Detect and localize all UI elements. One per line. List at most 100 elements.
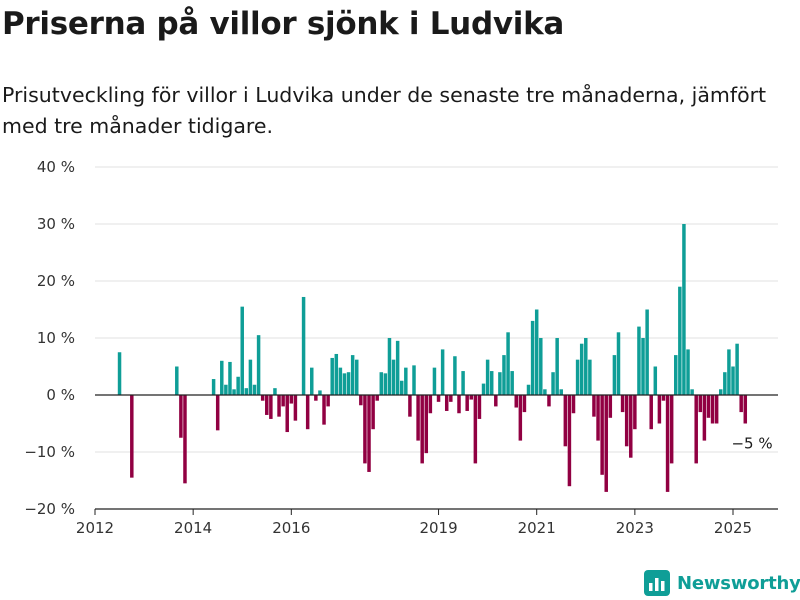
bar	[494, 395, 498, 407]
bar	[522, 395, 527, 413]
bar	[502, 355, 506, 395]
bar	[375, 395, 379, 401]
y-tick-label: 10 %	[37, 329, 75, 347]
bar	[575, 359, 580, 395]
bar	[420, 395, 424, 464]
bar	[281, 395, 285, 407]
bar	[416, 395, 420, 441]
bar	[252, 384, 257, 395]
chart-title: Priserna på villor sjönk i Ludvika	[2, 6, 564, 42]
bar	[674, 355, 678, 395]
bar	[318, 390, 322, 395]
bar	[555, 338, 559, 395]
bar	[698, 395, 703, 413]
x-tick-label: 2021	[518, 519, 556, 537]
bar	[551, 372, 555, 395]
bar	[682, 224, 686, 395]
bar	[424, 395, 429, 454]
bar	[739, 395, 743, 413]
bar	[706, 395, 711, 418]
bar	[534, 309, 539, 395]
bar	[260, 395, 265, 401]
bar	[657, 395, 662, 424]
bar	[641, 338, 645, 395]
bar	[723, 372, 727, 395]
y-tick-label: 20 %	[37, 272, 75, 290]
bar	[387, 338, 392, 395]
bar	[714, 395, 719, 424]
bar	[273, 388, 277, 395]
bar	[510, 371, 514, 395]
bar	[428, 395, 433, 414]
bar	[567, 395, 572, 487]
bar	[175, 366, 179, 395]
y-tick-label: −20 %	[24, 500, 75, 518]
y-tick-label: 0 %	[46, 386, 75, 404]
bar	[489, 371, 494, 395]
bar	[183, 395, 187, 484]
bar	[686, 349, 690, 395]
bar	[477, 395, 482, 419]
bar	[559, 389, 563, 395]
bar	[547, 395, 551, 407]
bar	[224, 384, 228, 395]
bar	[293, 395, 298, 421]
bar	[412, 365, 416, 395]
bar	[301, 296, 306, 395]
bar	[616, 332, 621, 395]
bar	[232, 389, 236, 395]
bar	[215, 395, 220, 431]
bar	[240, 306, 244, 395]
bar	[363, 395, 367, 464]
bar	[718, 389, 723, 395]
bar	[485, 359, 490, 395]
bar	[391, 359, 396, 395]
bar	[346, 372, 351, 395]
bar	[285, 395, 289, 433]
bar	[379, 372, 384, 395]
bar	[326, 395, 330, 407]
bar	[395, 340, 400, 395]
bar	[665, 395, 670, 492]
bar	[465, 395, 469, 411]
brand-logo: Newsworthy	[644, 568, 800, 598]
bar	[612, 355, 617, 395]
bar	[620, 395, 625, 413]
bar	[514, 395, 518, 408]
bar	[220, 360, 224, 395]
bar	[563, 395, 568, 447]
bar	[359, 395, 363, 406]
bar	[600, 395, 604, 475]
bar	[404, 367, 408, 395]
bar	[727, 349, 731, 395]
bar	[440, 349, 445, 395]
bar	[633, 395, 637, 430]
bar	[530, 320, 535, 395]
x-tick-label: 2014	[174, 519, 212, 537]
bar	[526, 384, 531, 395]
bar	[584, 338, 588, 395]
bar	[289, 395, 294, 404]
bar	[735, 343, 739, 395]
bar	[338, 367, 343, 395]
bar	[371, 395, 375, 430]
bar	[355, 359, 359, 395]
bar	[469, 395, 474, 400]
bar	[694, 395, 698, 464]
bar	[669, 395, 674, 464]
bar	[248, 359, 253, 395]
x-tick-label: 2019	[419, 519, 457, 537]
bar	[518, 395, 523, 441]
bar	[383, 373, 388, 395]
bar	[179, 395, 183, 438]
bar	[731, 366, 735, 395]
bar	[117, 352, 122, 395]
chart-subtitle: Prisutveckling för villor i Ludvika unde…	[2, 83, 767, 138]
bar	[543, 389, 547, 395]
bar	[449, 395, 453, 402]
y-tick-labels: −20 % −10 % 0 % 10 % 20 % 30 % 40 %	[24, 158, 75, 518]
bar	[592, 395, 596, 417]
bar	[596, 395, 600, 441]
bar	[579, 343, 584, 395]
